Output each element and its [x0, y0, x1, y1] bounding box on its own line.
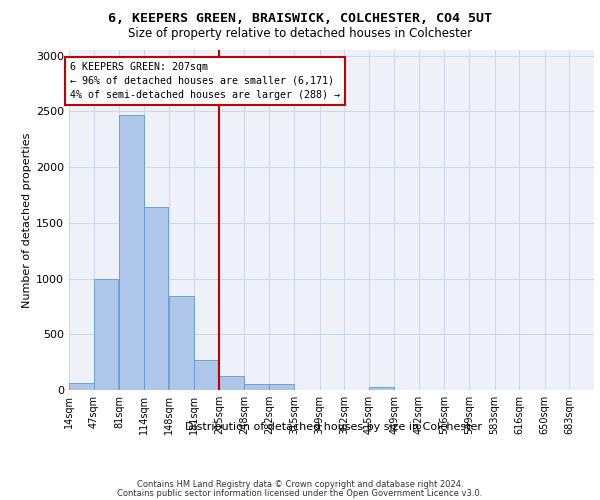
Bar: [69, 384, 94, 390]
Bar: [244, 384, 269, 390]
Bar: [169, 296, 194, 390]
Text: 6, KEEPERS GREEN, BRAISWICK, COLCHESTER, CO4 5UT: 6, KEEPERS GREEN, BRAISWICK, COLCHESTER,…: [108, 12, 492, 26]
Text: Contains public sector information licensed under the Open Government Licence v3: Contains public sector information licen…: [118, 488, 482, 498]
Bar: [369, 386, 394, 390]
Bar: [194, 360, 218, 390]
Text: Size of property relative to detached houses in Colchester: Size of property relative to detached ho…: [128, 28, 472, 40]
Bar: [144, 207, 169, 390]
Text: Contains HM Land Registry data © Crown copyright and database right 2024.: Contains HM Land Registry data © Crown c…: [137, 480, 463, 489]
Text: Distribution of detached houses by size in Colchester: Distribution of detached houses by size …: [185, 422, 482, 432]
Bar: [119, 114, 144, 390]
Bar: [220, 376, 244, 390]
Bar: [269, 384, 294, 390]
Y-axis label: Number of detached properties: Number of detached properties: [22, 132, 32, 308]
Text: 6 KEEPERS GREEN: 207sqm
← 96% of detached houses are smaller (6,171)
4% of semi-: 6 KEEPERS GREEN: 207sqm ← 96% of detache…: [70, 62, 340, 100]
Bar: [94, 278, 118, 390]
